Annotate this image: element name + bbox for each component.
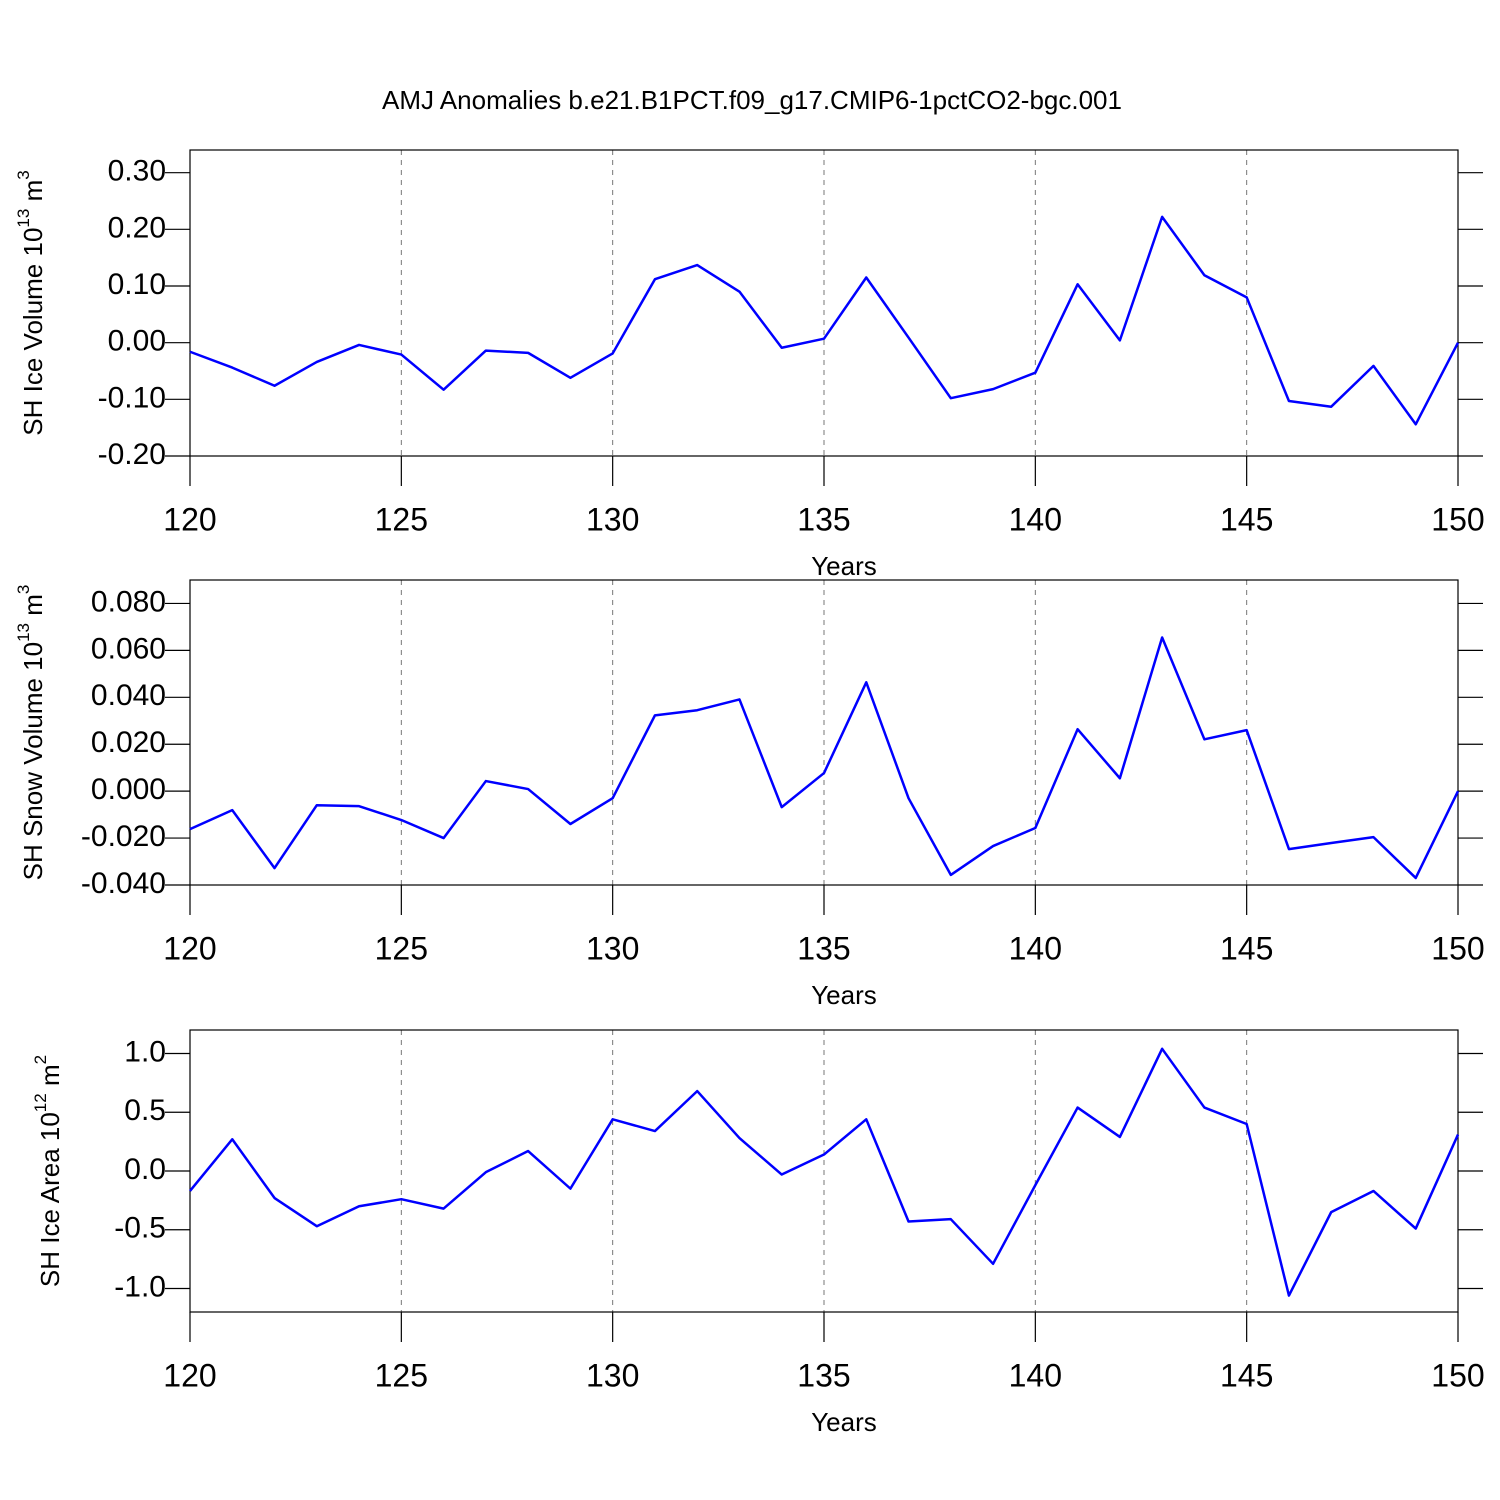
y-axis-label-part: SH Ice Area 10 [35,1112,65,1287]
x-tick-label: 140 [1009,930,1062,966]
y-axis-label-part: SH Ice Volume 10 [18,228,48,436]
data-line [189,636,1460,880]
data-line [189,215,1460,426]
x-tick-label: 125 [375,930,428,966]
y-tick-label: 0.060 [91,632,166,665]
y-tick-label: -0.10 [98,381,166,414]
y-axis-label-exponent: 12 [31,1093,50,1112]
y-tick-label: 0.0 [124,1153,166,1186]
y-tick-label: -0.20 [98,438,166,471]
y-axis-label-part: m [35,1064,65,1093]
x-tick-label: 130 [586,1357,639,1393]
y-tick-label: 0.30 [108,155,166,188]
y-axis-label: SH Ice Area 1012 m2 [31,1055,64,1287]
x-tick-label: 125 [375,501,428,537]
x-tick-label: 145 [1220,930,1273,966]
y-axis-label-exponent: 13 [14,209,33,228]
x-tick-label: 145 [1220,1357,1273,1393]
chart-title: AMJ Anomalies b.e21.B1PCT.f09_g17.CMIP6-… [382,85,1122,115]
y-tick-label: 0.000 [91,773,166,806]
y-axis-label-exponent: 3 [14,170,33,179]
x-axis-label: Years [811,980,877,1010]
x-tick-label: 140 [1009,501,1062,537]
y-tick-label: 0.00 [108,325,166,358]
plot-frame [189,579,1459,886]
y-axis-label-exponent: 13 [14,623,33,642]
y-tick-label: -0.5 [114,1212,166,1245]
y-axis-label-part: m [18,180,48,209]
y-axis-label-part: m [18,594,48,623]
y-tick-label: -0.020 [81,820,166,853]
y-tick-label: 0.040 [91,679,166,712]
y-tick-label: 0.020 [91,726,166,759]
y-tick-label: 1.0 [124,1035,166,1068]
y-tick-label: 0.080 [91,585,166,618]
y-tick-label: 0.10 [108,268,166,301]
y-axis-label-exponent: 2 [31,1055,50,1064]
y-tick-label: -1.0 [114,1270,166,1303]
x-axis-label: Years [811,1407,877,1437]
x-tick-label: 130 [586,930,639,966]
x-tick-label: 150 [1431,501,1484,537]
x-tick-label: 150 [1431,1357,1484,1393]
x-tick-label: 135 [797,1357,850,1393]
x-tick-label: 135 [797,501,850,537]
x-tick-label: 120 [163,1357,216,1393]
x-tick-label: 130 [586,501,639,537]
x-tick-label: 120 [163,930,216,966]
x-axis-label: Years [811,551,877,581]
x-tick-label: 145 [1220,501,1273,537]
x-tick-label: 120 [163,501,216,537]
y-tick-label: -0.040 [81,867,166,900]
plot-frame [189,149,1459,457]
y-axis-label: SH Snow Volume 1013 m3 [14,585,47,881]
x-tick-label: 150 [1431,930,1484,966]
y-tick-label: 0.5 [124,1094,166,1127]
y-axis-label-exponent: 3 [14,585,33,594]
y-tick-label: 0.20 [108,211,166,244]
x-tick-label: 135 [797,930,850,966]
y-axis-label: SH Ice Volume 1013 m3 [14,170,47,435]
plot-frame [189,1029,1459,1313]
data-line [189,1047,1460,1297]
x-tick-label: 140 [1009,1357,1062,1393]
y-axis-label-part: SH Snow Volume 10 [18,642,48,880]
x-tick-label: 125 [375,1357,428,1393]
